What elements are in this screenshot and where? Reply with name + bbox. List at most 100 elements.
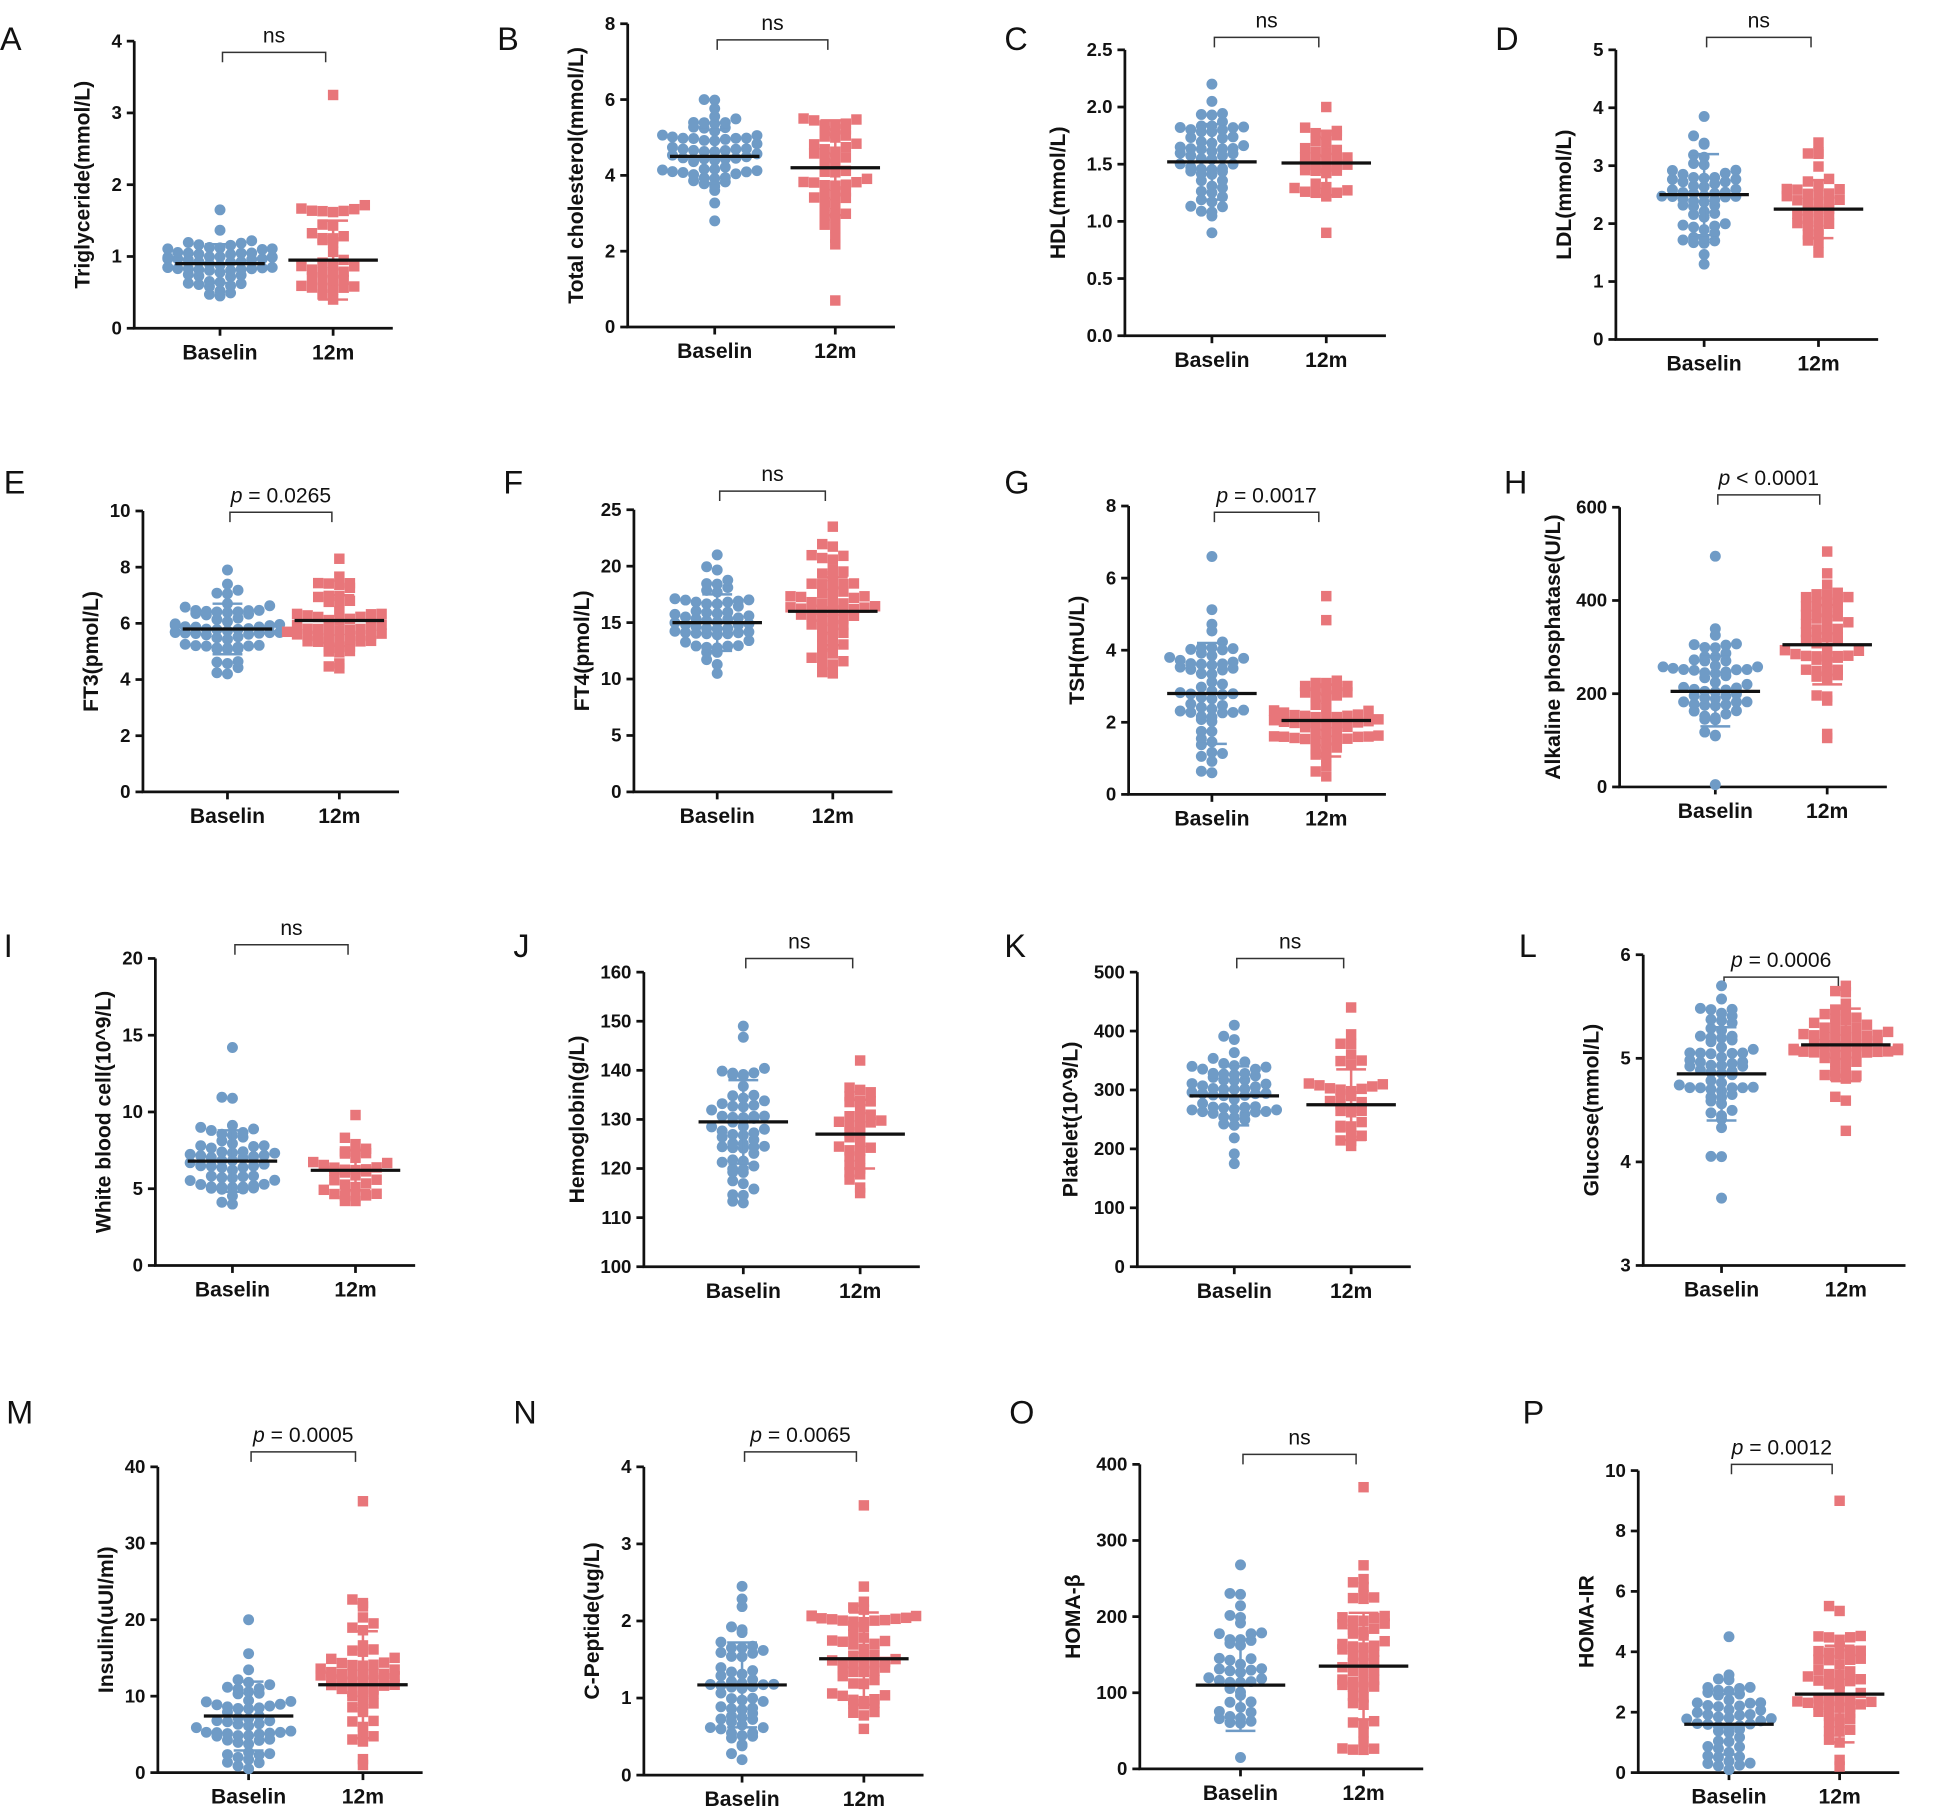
data-point bbox=[1310, 684, 1321, 696]
data-point bbox=[711, 659, 723, 670]
series-12m bbox=[815, 1055, 905, 1199]
data-point bbox=[1688, 130, 1700, 142]
data-point bbox=[1823, 1717, 1835, 1728]
y-tick-label: 20 bbox=[125, 1609, 146, 1630]
data-point bbox=[726, 1748, 737, 1760]
data-point bbox=[1834, 184, 1845, 195]
data-point bbox=[698, 163, 710, 175]
data-point bbox=[827, 554, 839, 565]
data-point bbox=[211, 667, 223, 679]
data-point bbox=[1861, 1019, 1873, 1030]
data-point bbox=[711, 564, 723, 576]
data-point bbox=[748, 1110, 760, 1122]
data-point bbox=[306, 282, 318, 293]
y-tick-label: 0 bbox=[1106, 784, 1116, 805]
data-point bbox=[838, 550, 849, 562]
x-tick-label: 12m bbox=[812, 805, 854, 828]
data-point bbox=[1709, 207, 1721, 219]
data-point bbox=[1206, 78, 1218, 90]
y-axis-label: HOMA-β bbox=[1062, 1574, 1085, 1659]
data-point bbox=[701, 622, 713, 634]
series-12m bbox=[1792, 1495, 1885, 1772]
data-point bbox=[312, 591, 324, 603]
data-point bbox=[264, 1715, 276, 1727]
data-point bbox=[1260, 1078, 1272, 1090]
data-point bbox=[190, 621, 202, 633]
data-point bbox=[844, 1145, 855, 1156]
data-point bbox=[1213, 1674, 1225, 1686]
data-point bbox=[677, 143, 689, 155]
data-point bbox=[1358, 1726, 1369, 1738]
data-point bbox=[1677, 168, 1689, 180]
data-point bbox=[216, 1196, 228, 1208]
data-point bbox=[205, 1124, 217, 1136]
y-tick-label: 40 bbox=[125, 1456, 146, 1477]
data-point bbox=[1855, 1674, 1866, 1685]
series-baseline bbox=[657, 94, 763, 227]
data-point bbox=[827, 641, 839, 653]
data-point bbox=[1218, 1083, 1230, 1095]
data-point bbox=[264, 1748, 276, 1760]
data-point bbox=[657, 129, 668, 141]
data-point bbox=[1368, 1640, 1380, 1651]
data-point bbox=[1195, 108, 1207, 120]
y-tick-label: 2 bbox=[621, 1610, 631, 1631]
data-point bbox=[716, 1156, 728, 1168]
data-point bbox=[751, 138, 763, 150]
data-point bbox=[338, 205, 349, 217]
data-point bbox=[840, 124, 852, 135]
data-point bbox=[1709, 779, 1721, 791]
data-point bbox=[1245, 1628, 1257, 1640]
data-point bbox=[1702, 1740, 1714, 1752]
data-point bbox=[833, 1116, 845, 1127]
data-point bbox=[1337, 1619, 1348, 1630]
data-point bbox=[715, 1670, 727, 1682]
data-point bbox=[1206, 604, 1218, 616]
data-point bbox=[806, 1610, 817, 1621]
data-point bbox=[274, 1698, 286, 1710]
data-point bbox=[1811, 631, 1822, 643]
data-point bbox=[715, 1713, 727, 1725]
significance-bracket bbox=[1730, 1463, 1833, 1475]
data-point bbox=[1855, 1630, 1866, 1642]
x-tick-label: Baselin bbox=[680, 805, 755, 828]
axes bbox=[632, 509, 893, 794]
data-point bbox=[357, 1753, 369, 1765]
data-point bbox=[1737, 1082, 1749, 1094]
data-point bbox=[1716, 1192, 1728, 1204]
panel-letter: I bbox=[4, 928, 13, 964]
y-tick-label: 200 bbox=[1096, 1606, 1127, 1627]
y-tick-label: 300 bbox=[1096, 1530, 1127, 1551]
series-baseline bbox=[190, 1614, 297, 1775]
data-point bbox=[748, 1067, 760, 1079]
data-point bbox=[854, 1055, 866, 1066]
data-point bbox=[869, 1615, 880, 1626]
data-point bbox=[748, 1183, 760, 1195]
data-point bbox=[709, 103, 721, 115]
data-point bbox=[701, 598, 713, 610]
data-point bbox=[704, 1722, 716, 1734]
data-point bbox=[1358, 1589, 1369, 1601]
data-point bbox=[1844, 1645, 1856, 1657]
data-point bbox=[1206, 767, 1218, 779]
data-point bbox=[716, 1110, 728, 1122]
data-point bbox=[1866, 1696, 1877, 1708]
data-point bbox=[237, 1146, 249, 1158]
significance-label: ns bbox=[263, 24, 285, 47]
data-point bbox=[1213, 1652, 1225, 1664]
series-12m bbox=[315, 1496, 408, 1771]
data-point bbox=[844, 1111, 855, 1122]
data-point bbox=[1800, 664, 1812, 675]
data-point bbox=[1337, 1638, 1348, 1650]
data-point bbox=[1207, 1067, 1219, 1079]
significance-label: p = 0.0265 bbox=[230, 484, 331, 507]
data-point bbox=[205, 1142, 217, 1154]
data-point bbox=[1813, 247, 1824, 258]
significance-bracket bbox=[1723, 976, 1840, 988]
data-point bbox=[1245, 1664, 1257, 1676]
data-point bbox=[869, 1638, 880, 1650]
data-point bbox=[1747, 1081, 1759, 1093]
series-baseline bbox=[1657, 550, 1764, 791]
y-tick-label: 400 bbox=[1094, 1020, 1125, 1041]
data-point bbox=[1716, 980, 1728, 992]
